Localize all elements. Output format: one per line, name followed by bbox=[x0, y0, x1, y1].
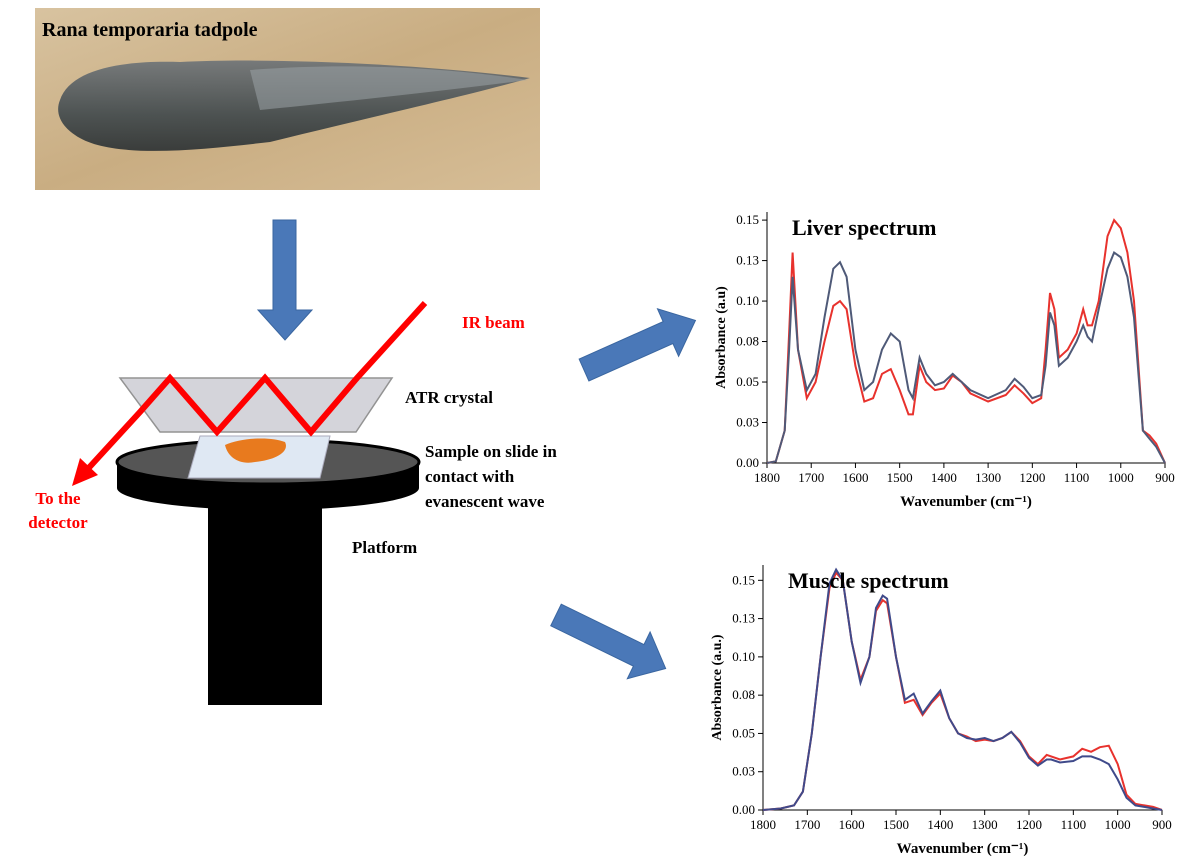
ir-beam-label: IR beam bbox=[462, 313, 525, 332]
y-axis-label: Absorbance (a.u) bbox=[714, 286, 729, 389]
y-tick-label: 0.00 bbox=[732, 802, 755, 817]
y-tick-label: 0.03 bbox=[732, 764, 755, 779]
x-tick-label: 1800 bbox=[754, 470, 780, 485]
y-tick-label: 0.00 bbox=[736, 455, 759, 470]
y-tick-label: 0.05 bbox=[736, 374, 759, 389]
y-tick-label: 0.03 bbox=[736, 415, 759, 430]
x-tick-label: 1200 bbox=[1019, 470, 1045, 485]
platform-stem bbox=[208, 490, 322, 705]
x-tick-label: 1500 bbox=[883, 817, 909, 832]
spectrum-line bbox=[767, 220, 1165, 463]
x-tick-label: 1600 bbox=[842, 470, 868, 485]
x-tick-label: 1800 bbox=[750, 817, 776, 832]
spectrum-line bbox=[767, 253, 1165, 464]
figure: Rana temporaria tadpole IR beam ATR crys… bbox=[0, 0, 1187, 862]
arrow-down bbox=[258, 220, 312, 340]
x-tick-label: 1300 bbox=[975, 470, 1001, 485]
y-tick-label: 0.08 bbox=[732, 687, 755, 702]
x-tick-label: 1000 bbox=[1108, 470, 1134, 485]
y-tick-label: 0.10 bbox=[736, 293, 759, 308]
y-tick-label: 0.08 bbox=[736, 334, 759, 349]
x-axis-label: Wavenumber (cm⁻¹) bbox=[897, 841, 1029, 857]
x-tick-label: 1300 bbox=[972, 817, 998, 832]
platform-label: Platform bbox=[352, 538, 417, 557]
x-tick-label: 1400 bbox=[931, 470, 957, 485]
y-tick-label: 0.13 bbox=[736, 253, 759, 268]
x-tick-label: 1000 bbox=[1105, 817, 1131, 832]
x-axis-label: Wavenumber (cm⁻¹) bbox=[900, 494, 1032, 510]
photo: Rana temporaria tadpole bbox=[35, 8, 540, 190]
y-tick-label: 0.10 bbox=[732, 649, 755, 664]
x-tick-label: 1200 bbox=[1016, 817, 1042, 832]
spectrum-line bbox=[763, 573, 1162, 810]
x-tick-label: 1100 bbox=[1061, 817, 1087, 832]
y-tick-label: 0.15 bbox=[732, 572, 755, 587]
atr-label: ATR crystal bbox=[405, 388, 493, 407]
chart-title: Liver spectrum bbox=[792, 215, 936, 240]
x-tick-label: 1100 bbox=[1064, 470, 1090, 485]
x-tick-label: 1700 bbox=[798, 470, 824, 485]
photo-caption: Rana temporaria tadpole bbox=[42, 19, 258, 41]
x-tick-label: 900 bbox=[1155, 470, 1175, 485]
y-axis-label: Absorbance (a.u.) bbox=[710, 634, 725, 741]
arrow-right bbox=[545, 592, 677, 692]
sample-label: Sample on slide in bbox=[425, 442, 557, 461]
detector-label: detector bbox=[28, 513, 88, 532]
x-tick-label: 1500 bbox=[887, 470, 913, 485]
x-tick-label: 1400 bbox=[927, 817, 953, 832]
spectrum-line bbox=[763, 570, 1162, 810]
x-tick-label: 1600 bbox=[839, 817, 865, 832]
y-tick-label: 0.05 bbox=[732, 725, 755, 740]
y-tick-label: 0.15 bbox=[736, 212, 759, 227]
x-tick-label: 900 bbox=[1152, 817, 1172, 832]
sample-label: contact with bbox=[425, 467, 515, 486]
y-tick-label: 0.13 bbox=[732, 611, 755, 626]
sample-label: evanescent wave bbox=[425, 492, 545, 511]
arrow-right bbox=[573, 297, 706, 394]
x-tick-label: 1700 bbox=[794, 817, 820, 832]
chart-title: Muscle spectrum bbox=[788, 568, 949, 593]
detector-label: To the bbox=[35, 489, 81, 508]
